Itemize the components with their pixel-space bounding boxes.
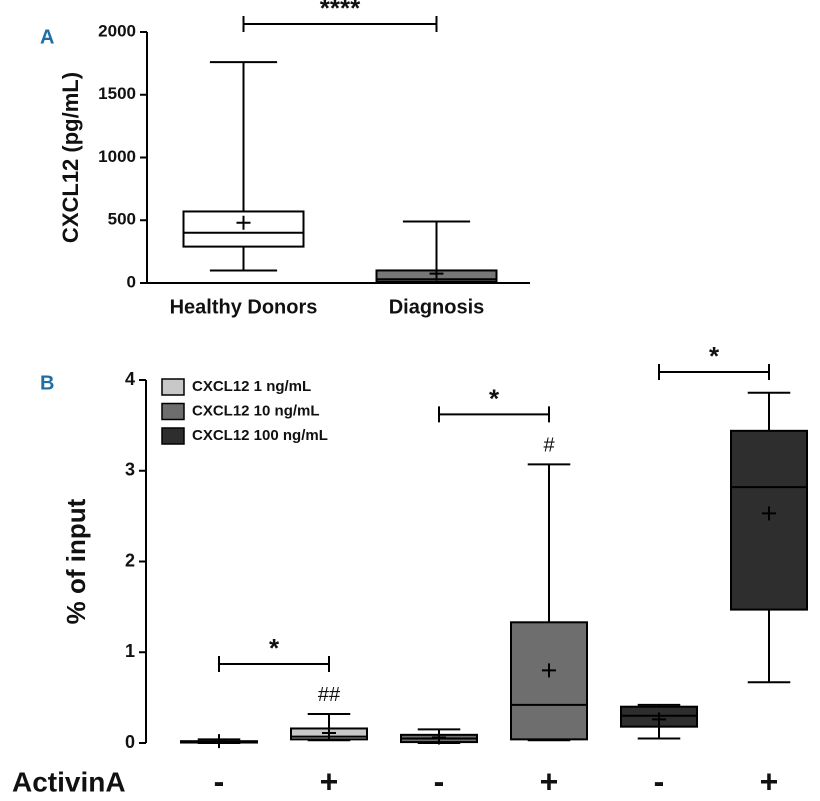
- significance-label: ****: [320, 0, 361, 23]
- significance-bracket: [218, 655, 330, 672]
- legend-label: CXCL12 10 ng/mL: [192, 402, 320, 419]
- significance-label: *: [709, 341, 720, 371]
- significance-bracket: [438, 406, 550, 423]
- y-tick-label: 1500: [98, 84, 136, 103]
- x-tick-label: Healthy Donors: [170, 296, 318, 318]
- legend-label: CXCL12 100 ng/mL: [192, 427, 328, 444]
- x-tick-label: +: [760, 763, 779, 796]
- panel-label: A: [40, 26, 54, 48]
- x-tick-label: -: [434, 763, 445, 796]
- significance-label: *: [489, 383, 500, 413]
- box: [510, 621, 588, 741]
- mean-marker: [212, 734, 226, 749]
- y-tick-label: 2: [125, 550, 135, 570]
- y-tick-label: 2000: [98, 21, 136, 40]
- legend-swatch: [161, 427, 185, 445]
- legend-swatch: [161, 402, 185, 421]
- x-tick-label: Diagnosis: [389, 296, 485, 318]
- y-tick-label: 500: [108, 210, 136, 229]
- x-tick-label: -: [214, 763, 225, 796]
- x-tick-label: +: [320, 763, 339, 796]
- annotation: ##: [318, 684, 341, 706]
- y-axis-title: % of input: [61, 498, 91, 624]
- x-tick-label: -: [654, 763, 665, 796]
- mean-marker: [322, 726, 336, 741]
- mean-marker: [236, 215, 251, 230]
- significance-label: *: [269, 633, 280, 663]
- panel-label: B: [40, 372, 54, 394]
- annotation: #: [543, 435, 555, 457]
- x-tick-label: +: [540, 763, 559, 796]
- y-tick-label: 1000: [98, 147, 136, 166]
- y-tick-label: 1: [125, 641, 135, 661]
- legend-label: CXCL12 1 ng/mL: [192, 378, 311, 395]
- mean-marker: [542, 663, 556, 678]
- legend-swatch: [161, 378, 185, 396]
- y-tick-label: 4: [125, 369, 135, 389]
- y-tick-label: 0: [127, 272, 136, 291]
- mean-marker: [762, 506, 776, 521]
- mean-marker: [432, 730, 446, 745]
- mean-marker: [652, 712, 666, 727]
- mean-marker: [429, 266, 444, 281]
- y-axis-title: CXCL12 (pg/mL): [58, 72, 83, 243]
- significance-bracket: [242, 16, 438, 32]
- significance-bracket: [658, 364, 770, 380]
- y-tick-label: 0: [125, 732, 135, 752]
- x-axis-title: ActivinA: [12, 766, 126, 796]
- y-tick-label: 3: [125, 460, 135, 480]
